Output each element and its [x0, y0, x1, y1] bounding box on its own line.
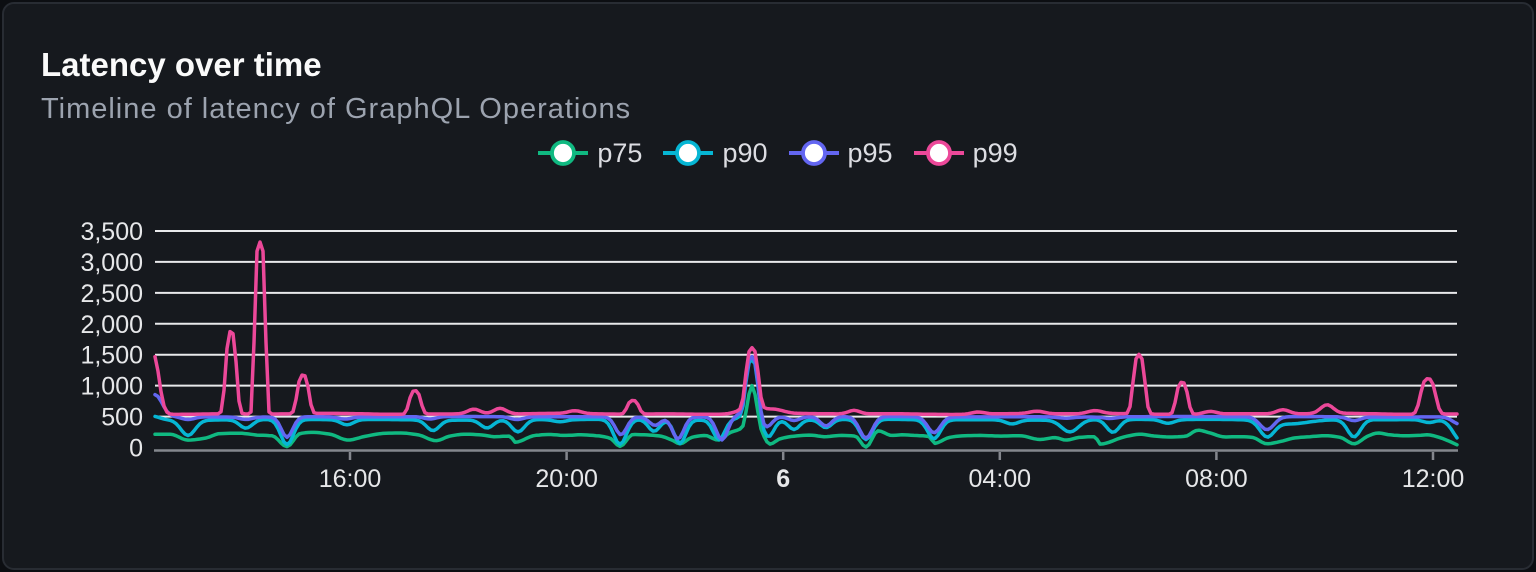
svg-text:2,500: 2,500	[80, 280, 143, 308]
svg-text:1,500: 1,500	[80, 342, 143, 370]
svg-text:16:00: 16:00	[319, 465, 382, 493]
svg-text:0: 0	[129, 435, 143, 463]
svg-text:04:00: 04:00	[969, 465, 1032, 493]
svg-text:1,000: 1,000	[80, 373, 143, 401]
svg-text:6: 6	[776, 465, 790, 493]
svg-text:08:00: 08:00	[1185, 465, 1248, 493]
svg-text:3,500: 3,500	[80, 218, 143, 246]
svg-text:20:00: 20:00	[535, 465, 598, 493]
svg-text:500: 500	[101, 404, 143, 432]
svg-text:12:00: 12:00	[1402, 465, 1465, 493]
svg-text:2,000: 2,000	[80, 311, 143, 339]
svg-text:3,000: 3,000	[80, 249, 143, 277]
